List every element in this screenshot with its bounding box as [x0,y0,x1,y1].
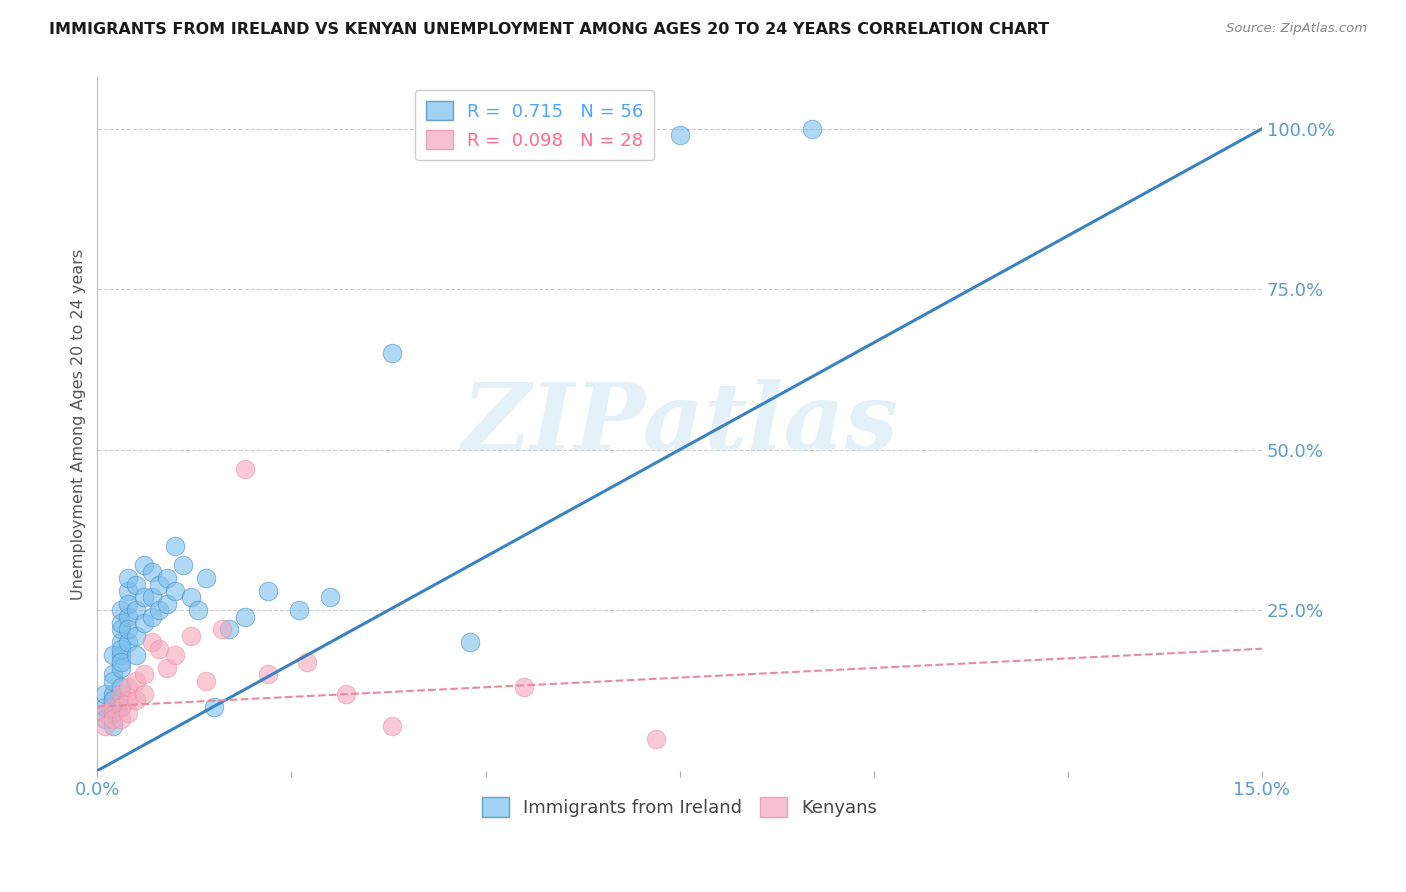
Point [132,591,155,605]
Point [101,712,124,726]
Point [110,687,132,701]
Point [218,623,240,637]
Point [458,635,481,649]
Point [110,655,132,669]
Point [94,706,117,720]
Point [110,603,132,617]
Point [800,121,823,136]
Point [101,706,124,720]
Point [125,603,148,617]
Text: IMMIGRANTS FROM IRELAND VS KENYAN UNEMPLOYMENT AMONG AGES 20 TO 24 YEARS CORRELA: IMMIGRANTS FROM IRELAND VS KENYAN UNEMPL… [49,22,1049,37]
Point [148,577,170,591]
Point [141,609,163,624]
Point [117,597,139,611]
Point [117,609,139,624]
Point [187,603,209,617]
Point [110,635,132,649]
Point [257,667,280,681]
Point [202,699,225,714]
Point [110,680,132,694]
Point [101,719,124,733]
Point [101,693,124,707]
Point [110,623,132,637]
Point [319,591,342,605]
Point [233,609,256,624]
Point [117,635,139,649]
Point [125,648,148,662]
Point [195,571,218,585]
Point [94,712,117,726]
Point [163,539,186,553]
Point [125,577,148,591]
Point [117,680,139,694]
Point [110,699,132,714]
Point [172,558,194,573]
Point [148,603,170,617]
Point [288,603,311,617]
Point [94,699,117,714]
Point [668,128,690,143]
Point [101,687,124,701]
Point [125,629,148,643]
Point [110,641,132,656]
Point [132,667,155,681]
Point [295,655,318,669]
Y-axis label: Unemployment Among Ages 20 to 24 years: Unemployment Among Ages 20 to 24 years [72,249,86,599]
Point [645,731,668,746]
Point [117,706,139,720]
Text: ZIPatlas: ZIPatlas [461,379,898,469]
Legend: Immigrants from Ireland, Kenyans: Immigrants from Ireland, Kenyans [474,789,884,824]
Point [94,687,117,701]
Point [163,584,186,599]
Point [513,680,536,694]
Point [335,687,357,701]
Point [101,699,124,714]
Point [125,673,148,688]
Point [211,623,233,637]
Point [141,591,163,605]
Point [163,648,186,662]
Point [101,648,124,662]
Point [156,597,179,611]
Point [141,565,163,579]
Point [101,667,124,681]
Point [132,615,155,630]
Point [180,591,202,605]
Point [257,584,280,599]
Point [110,712,132,726]
Point [117,623,139,637]
Point [156,571,179,585]
Point [132,558,155,573]
Point [117,571,139,585]
Point [101,673,124,688]
Point [94,719,117,733]
Point [110,615,132,630]
Point [110,661,132,675]
Point [180,629,202,643]
Point [110,699,132,714]
Text: Source: ZipAtlas.com: Source: ZipAtlas.com [1226,22,1367,36]
Point [233,462,256,476]
Point [148,641,170,656]
Point [117,693,139,707]
Point [381,719,404,733]
Point [132,687,155,701]
Point [110,648,132,662]
Point [381,346,404,360]
Point [156,661,179,675]
Point [195,673,218,688]
Point [125,693,148,707]
Point [141,635,163,649]
Point [117,584,139,599]
